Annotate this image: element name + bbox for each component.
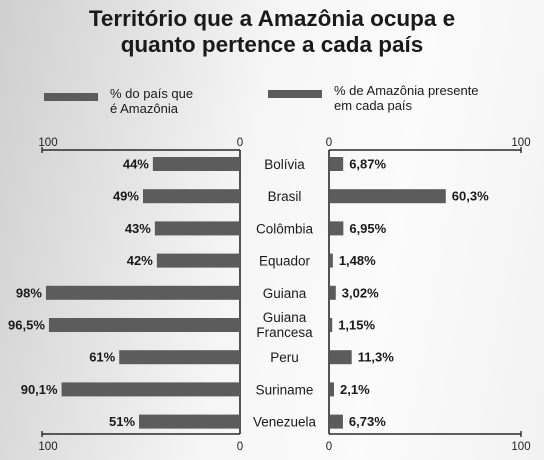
data-label-amazon-share: 1,15% [338, 318, 375, 333]
bar-amazon-share [330, 350, 352, 365]
data-label-country-share: 90,1% [21, 382, 58, 397]
data-label-amazon-share: 2,1% [340, 382, 370, 397]
data-label-amazon-share: 6,95% [349, 221, 386, 236]
bar-country-share [154, 221, 240, 236]
bar-amazon-share [330, 285, 336, 300]
bar-amazon-share [330, 414, 343, 429]
legend-swatch-amazon-share [268, 90, 322, 98]
legend-label-country-share: % do país que é Amazônia [110, 86, 193, 116]
right-axis-tick-label-top: 0 [326, 137, 332, 149]
category-label: Francesa [256, 325, 313, 340]
data-label-amazon-share: 60,3% [452, 189, 489, 204]
legend-swatch-country-share [44, 93, 98, 101]
legend-label-line: % de Amazônia presente [334, 83, 479, 98]
legend-label-line: é Amazônia [110, 101, 178, 116]
bar-amazon-share [330, 221, 344, 236]
bar-amazon-share [330, 189, 446, 204]
right-axis-tick-label-bottom: 0 [326, 441, 332, 453]
legend-item-amazon-share: % de Amazônia presente em cada país [268, 83, 479, 113]
legend-label-amazon-share: % de Amazônia presente em cada país [334, 83, 479, 113]
category-label: Peru [270, 350, 299, 365]
data-label-amazon-share: 6,87% [349, 157, 386, 172]
data-label-country-share: 43% [125, 221, 151, 236]
left-axis-tick-label-bottom: 100 [38, 441, 57, 453]
bar-amazon-share [330, 318, 333, 332]
left-axis-tick-label-bottom: 0 [237, 441, 243, 453]
data-label-country-share: 96,5% [8, 318, 45, 333]
legend-label-line: % do país que [110, 86, 194, 101]
left-axis-tick-label-top: 0 [237, 137, 243, 149]
category-label: Bolívia [264, 157, 305, 172]
data-label-country-share: 44% [123, 157, 149, 172]
bar-country-share [142, 189, 240, 204]
legend-label-line: em cada país [334, 98, 413, 113]
data-label-country-share: 49% [113, 189, 139, 204]
category-label: Suriname [256, 382, 314, 397]
right-axis-tick-label-bottom: 100 [511, 441, 530, 453]
bar-country-share [45, 285, 241, 300]
bar-amazon-share [330, 253, 333, 268]
bar-country-share [152, 157, 240, 171]
data-label-country-share: 98% [16, 285, 42, 300]
bar-country-share [139, 414, 240, 429]
left-axis-tick-label-top: 100 [38, 137, 57, 149]
category-label: Equador [259, 254, 311, 269]
category-label: Brasil [268, 189, 302, 204]
category-label: Venezuela [253, 415, 317, 430]
category-label: Guiana [263, 310, 307, 325]
chart-title-line1: Território que a Amazônia ocupa e [88, 6, 456, 31]
data-label-country-share: 51% [109, 414, 135, 429]
bar-amazon-share [330, 157, 344, 171]
data-label-country-share: 42% [127, 253, 153, 268]
legend-item-country-share: % do país que é Amazônia [44, 86, 193, 116]
bar-country-share [48, 318, 241, 332]
right-axis-tick-label-top: 100 [511, 137, 530, 149]
data-label-amazon-share: 6,73% [349, 414, 386, 429]
bar-country-share [156, 253, 240, 268]
category-label: Guiana [263, 286, 307, 301]
category-label: Colômbia [256, 221, 314, 236]
data-label-amazon-share: 3,02% [342, 285, 379, 300]
bar-country-share [61, 382, 240, 397]
bar-amazon-share [330, 382, 335, 397]
bar-country-share [119, 350, 240, 365]
chart-title-line2: quanto pertence a cada país [120, 32, 424, 57]
data-label-country-share: 61% [89, 350, 115, 365]
data-label-amazon-share: 11,3% [358, 350, 395, 365]
data-label-amazon-share: 1,48% [339, 253, 376, 268]
